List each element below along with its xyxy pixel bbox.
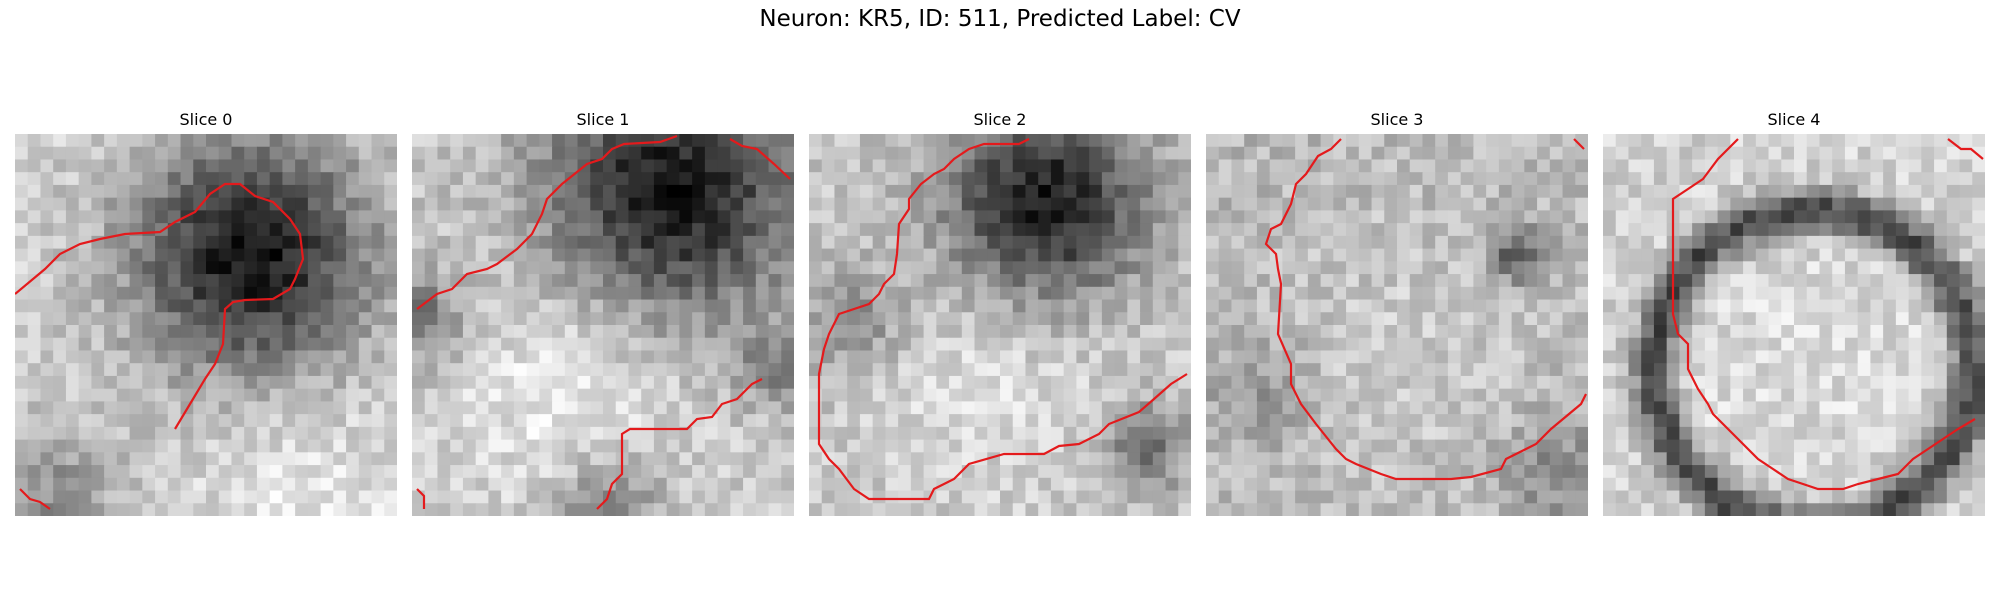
slice-3-contour-top-right [1573, 138, 1585, 150]
slice-4-image [1603, 134, 1985, 516]
panel-title-slice-0: Slice 0 [179, 110, 233, 129]
slice-1-panel [412, 134, 794, 516]
slice-1-contour-corner [416, 488, 426, 509]
slice-1-contour-top-right [729, 138, 791, 180]
panel-title-slice-3: Slice 3 [1370, 110, 1424, 129]
slice-0-image [15, 134, 397, 516]
slice-4-panel [1603, 134, 1985, 516]
figure-title: Neuron: KR5, ID: 511, Predicted Label: C… [759, 6, 1241, 32]
slice-0-contour [15, 182, 305, 430]
slice-4-contour-top-right [1947, 138, 1984, 160]
slice-1-contour [416, 134, 678, 310]
slice-4-contour [1671, 138, 1976, 491]
slice-3-contour [1264, 138, 1587, 481]
slice-3-panel [1206, 134, 1588, 516]
panel-title-slice-4: Slice 4 [1767, 110, 1821, 129]
slice-1-image [412, 134, 794, 516]
slice-3-image [1206, 134, 1588, 516]
slice-2-image [809, 134, 1191, 516]
panel-title-slice-1: Slice 1 [576, 110, 630, 129]
panel-title-slice-2: Slice 2 [973, 110, 1027, 129]
slice-2-contour [817, 138, 1188, 501]
slice-0-panel [15, 134, 397, 516]
slice-0-contour-corner [19, 488, 51, 510]
slice-2-panel [809, 134, 1191, 516]
slice-1-contour-bottom [596, 378, 763, 510]
